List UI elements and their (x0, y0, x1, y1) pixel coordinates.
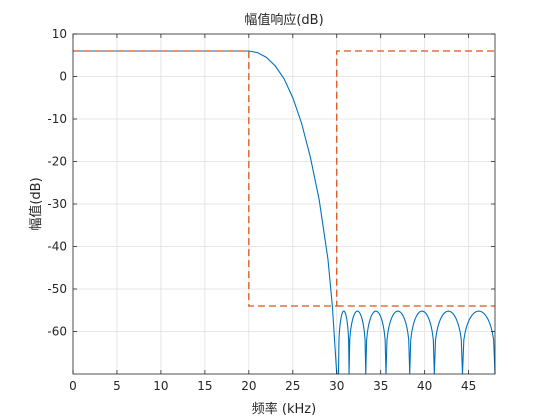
series-layer (73, 50, 496, 375)
y-tick-label: 10 (52, 27, 67, 41)
y-tick-label: -60 (47, 325, 67, 339)
x-tick-label: 15 (197, 379, 212, 393)
y-tick-label: -20 (47, 155, 67, 169)
x-tick-label: 40 (417, 379, 432, 393)
x-axis-label: 频率 (kHz) (252, 401, 316, 417)
y-tick-label: -30 (47, 197, 67, 211)
chart-title: 幅值响应(dB) (244, 12, 323, 28)
magnitude-response-line (73, 50, 496, 375)
x-tick-label: 25 (285, 379, 300, 393)
specification-mask-upper (73, 50, 495, 307)
x-tick-label: 10 (153, 379, 168, 393)
y-tick-label: -50 (47, 282, 67, 296)
x-tick-label: 30 (329, 379, 344, 393)
y-tick-label: 0 (59, 70, 67, 84)
x-tick-label: 45 (461, 379, 476, 393)
x-tick-label: 35 (373, 379, 388, 393)
x-tick-label: 5 (113, 379, 121, 393)
ticks: 0 5 10 15 20 25 30 35 40 45 10 0 -10 -20 -30 -40 -50 -60 (47, 27, 495, 393)
x-tick-label: 0 (69, 379, 77, 393)
y-axis-label: 幅值(dB) (28, 177, 44, 230)
y-tick-label: -10 (47, 112, 67, 126)
x-tick-label: 20 (241, 379, 256, 393)
y-tick-label: -40 (47, 240, 67, 254)
